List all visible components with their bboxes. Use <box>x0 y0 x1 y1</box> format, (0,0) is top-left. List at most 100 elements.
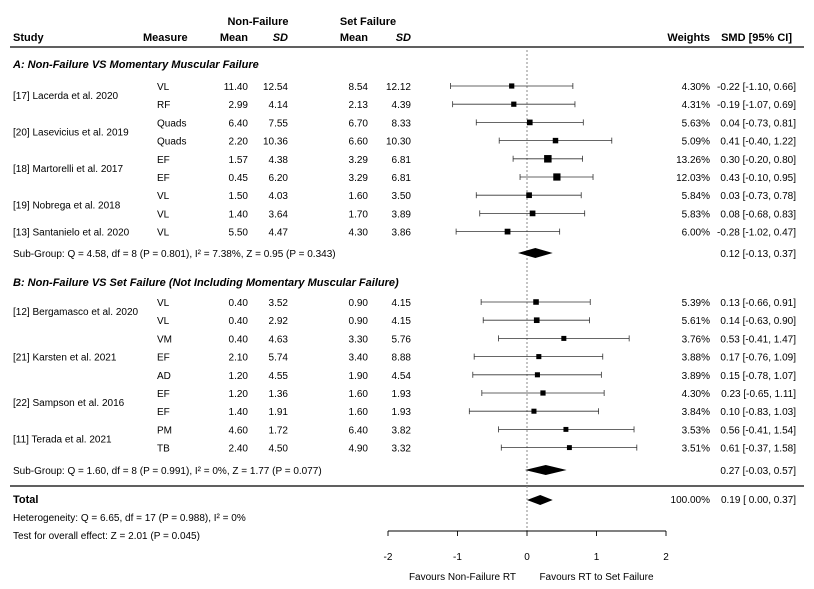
smd-ci-cell: -0.19 [-1.07, 0.69] <box>717 100 796 111</box>
measure-cell: VL <box>157 298 170 309</box>
weight-cell: 4.30% <box>682 82 710 93</box>
weight-cell: 3.84% <box>682 407 710 418</box>
x-tick-label: 2 <box>663 552 669 563</box>
study-label: [22] Sampson et al. 2016 <box>13 398 125 409</box>
point-estimate <box>526 192 532 199</box>
total-diamond <box>527 495 553 505</box>
point-estimate <box>553 173 561 181</box>
point-estimate <box>563 426 569 432</box>
nonfailure-sd-cell: 4.63 <box>269 334 289 345</box>
weight-cell: 5.63% <box>682 118 710 129</box>
nonfailure-mean-cell: 1.20 <box>229 371 249 382</box>
x-tick-label: 0 <box>524 552 530 563</box>
study-row: VL 11.40 12.54 8.54 12.12 4.30% -0.22 [-1.10, … <box>157 82 796 93</box>
smd-ci-cell: -0.28 [-1.02, 0.47] <box>717 228 796 239</box>
header-smd: SMD [95% CI] <box>721 32 792 44</box>
point-estimate <box>536 354 542 360</box>
smd-ci-cell: 0.15 [-0.78, 1.07] <box>720 371 796 382</box>
diamond-shape <box>517 248 553 258</box>
measure-cell: EF <box>157 353 170 364</box>
measure-cell: EF <box>157 155 170 166</box>
setfailure-mean-cell: 6.40 <box>349 425 369 436</box>
point-estimate <box>509 83 515 89</box>
weight-cell: 3.51% <box>682 444 710 455</box>
nonfailure-mean-cell: 1.40 <box>229 407 249 418</box>
group-a-title: A: Non-Failure VS Momentary Muscular Fai… <box>12 59 259 71</box>
weight-cell: 3.53% <box>682 425 710 436</box>
study-row: VL 1.50 4.03 1.60 3.50 5.84% 0.03 [-0.73, 0.78… <box>157 191 796 202</box>
setfailure-mean-cell: 1.60 <box>349 191 369 202</box>
weight-cell: 3.88% <box>682 353 710 364</box>
nonfailure-mean-cell: 0.40 <box>229 298 249 309</box>
measure-cell: VL <box>157 316 170 327</box>
weight-cell: 3.89% <box>682 371 710 382</box>
setfailure-sd-cell: 4.54 <box>392 371 412 382</box>
group-b-subgroup-diamond <box>524 465 567 475</box>
heterogeneity-stats: Heterogeneity: Q = 6.65, df = 17 (P = 0.… <box>13 513 246 524</box>
smd-ci-cell: 0.53 [-0.41, 1.47] <box>720 334 796 345</box>
weight-cell: 3.76% <box>682 334 710 345</box>
total-section: Total 100.00% 0.19 [ 0.00, 0.37] Heterog… <box>13 494 796 542</box>
favours-left-label: Favours Non-Failure RT <box>409 572 516 583</box>
setfailure-sd-cell: 4.15 <box>392 316 412 327</box>
setfailure-mean-cell: 6.60 <box>349 137 369 148</box>
nonfailure-sd-cell: 4.14 <box>269 100 289 111</box>
group-a-subgroup-diamond <box>517 248 553 258</box>
setfailure-mean-cell: 3.29 <box>349 173 369 184</box>
setfailure-mean-cell: 2.13 <box>349 100 369 111</box>
measure-cell: TB <box>157 444 170 455</box>
setfailure-mean-cell: 3.40 <box>349 353 369 364</box>
nonfailure-sd-cell: 3.52 <box>269 298 289 309</box>
study-row: EF 1.20 1.36 1.60 1.93 4.30% 0.23 [-0.65, 1.11… <box>157 389 796 400</box>
nonfailure-sd-cell: 4.38 <box>269 155 289 166</box>
weight-cell: 6.00% <box>682 228 710 239</box>
x-axis: -2 -1 0 1 2 <box>384 530 669 563</box>
study-row: VL 5.50 4.47 4.30 3.86 6.00% -0.28 [-1.02, 0.4… <box>157 228 796 239</box>
smd-ci-cell: -0.22 [-1.10, 0.66] <box>717 82 796 93</box>
weight-cell: 12.03% <box>676 173 710 184</box>
group-b: B: Non-Failure VS Set Failure (Not Inclu… <box>13 277 796 477</box>
measure-cell: Quads <box>157 118 186 129</box>
setfailure-sd-cell: 6.81 <box>392 173 412 184</box>
x-tick-label: -2 <box>384 552 393 563</box>
nonfailure-sd-cell: 3.64 <box>269 209 289 220</box>
x-tick-label: 1 <box>594 552 600 563</box>
study-label: [12] Bergamasco et al. 2020 <box>13 307 139 318</box>
setfailure-sd-cell: 3.50 <box>392 191 412 202</box>
study-row: EF 1.40 1.91 1.60 1.93 3.84% 0.10 [-0.83, 1.03… <box>157 407 796 418</box>
study-row: EF 1.57 4.38 3.29 6.81 13.26% 0.30 [-0.20, 0.8… <box>157 155 796 166</box>
study-label: [21] Karsten et al. 2021 <box>13 353 117 364</box>
setfailure-sd-cell: 3.86 <box>392 228 412 239</box>
point-estimate <box>533 317 540 324</box>
smd-ci-cell: 0.43 [-0.10, 0.95] <box>720 173 796 184</box>
overall-effect-test: Test for overall effect: Z = 2.01 (P = 0… <box>13 531 200 542</box>
nonfailure-sd-cell: 4.55 <box>269 371 289 382</box>
point-estimate <box>544 155 552 163</box>
smd-ci-cell: 0.41 [-0.40, 1.22] <box>720 137 796 148</box>
smd-ci-cell: 0.23 [-0.65, 1.11] <box>721 389 796 400</box>
setfailure-sd-cell: 3.32 <box>392 444 412 455</box>
measure-cell: VL <box>157 228 170 239</box>
nonfailure-sd-cell: 10.36 <box>263 137 288 148</box>
nonfailure-mean-cell: 0.45 <box>229 173 249 184</box>
setfailure-sd-cell: 8.33 <box>392 118 412 129</box>
setfailure-sd-cell: 3.82 <box>392 425 412 436</box>
weight-cell: 13.26% <box>676 155 710 166</box>
smd-ci-cell: 0.04 [-0.73, 0.81] <box>720 118 796 129</box>
setfailure-sd-cell: 10.30 <box>386 137 411 148</box>
point-estimate <box>534 372 540 378</box>
study-row: AD 1.20 4.55 1.90 4.54 3.89% 0.15 [-0.78, 1.07… <box>157 371 796 382</box>
point-estimate <box>504 228 511 235</box>
header-setfailure: Set Failure <box>340 16 396 28</box>
nonfailure-mean-cell: 1.40 <box>229 209 249 220</box>
study-row: VL 0.40 2.92 0.90 4.15 5.61% 0.14 [-0.63, 0.90… <box>157 316 796 327</box>
nonfailure-sd-cell: 1.36 <box>269 389 289 400</box>
point-estimate <box>529 210 536 217</box>
study-row: Quads 6.40 7.55 6.70 8.33 5.63% 0.04 [-0.73, 0… <box>157 118 796 129</box>
setfailure-mean-cell: 1.70 <box>349 209 369 220</box>
weight-cell: 4.30% <box>682 389 710 400</box>
header-measure: Measure <box>143 32 188 44</box>
nonfailure-sd-cell: 1.72 <box>269 425 289 436</box>
smd-ci-cell: 0.17 [-0.76, 1.09] <box>720 353 796 364</box>
